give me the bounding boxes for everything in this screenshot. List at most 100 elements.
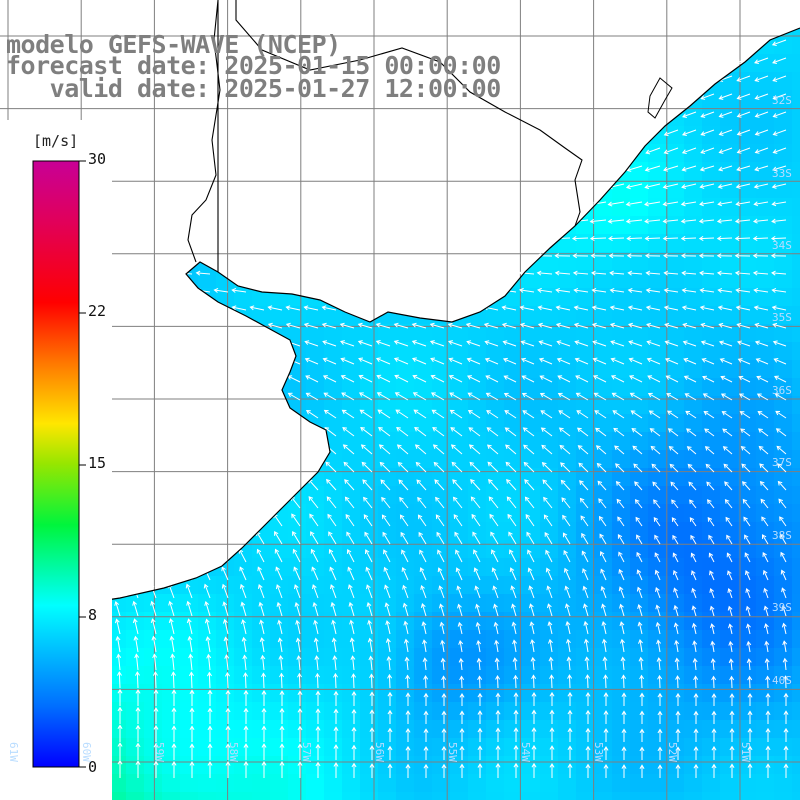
field-cell — [450, 630, 469, 649]
field-cell — [360, 720, 379, 739]
wind-arrow — [681, 237, 697, 240]
wind-arrow — [773, 147, 787, 154]
field-cell — [630, 378, 649, 397]
field-cell — [486, 702, 505, 721]
field-cell — [414, 414, 433, 433]
wind-arrow — [705, 446, 715, 455]
lat-label: 32S — [772, 94, 792, 107]
field-cell — [702, 432, 721, 451]
field-cell — [360, 666, 379, 685]
wind-arrow — [650, 446, 661, 455]
wind-arrow-head — [607, 184, 613, 190]
wind-arrow-head — [719, 358, 725, 363]
wind-arrow-head — [339, 322, 345, 328]
field-cell — [756, 324, 775, 343]
wind-arrow — [772, 39, 787, 46]
wind-arrow-head — [520, 340, 526, 345]
field-cell — [468, 612, 487, 631]
field-cell — [342, 756, 361, 775]
field-cell — [324, 594, 343, 613]
field-cell — [792, 216, 800, 235]
wind-arrow — [432, 409, 445, 419]
field-cell — [180, 720, 199, 739]
wind-arrow-head — [683, 357, 689, 363]
field-cell — [774, 216, 793, 235]
wind-arrow-head — [554, 270, 560, 276]
field-cell — [774, 594, 793, 613]
wind-arrow — [341, 358, 355, 365]
field-cell — [306, 504, 325, 523]
field-cell — [486, 324, 505, 343]
field-cell — [612, 234, 631, 253]
field-cell — [720, 792, 739, 800]
field-cell — [558, 252, 577, 271]
field-cell — [702, 648, 721, 667]
wind-arrow — [486, 410, 499, 419]
wind-arrow — [646, 323, 661, 329]
field-cell — [720, 612, 739, 631]
field-cell — [684, 576, 703, 595]
field-cell — [576, 522, 595, 541]
field-cell — [288, 522, 307, 541]
field-cell — [450, 720, 469, 739]
wind-arrow — [539, 341, 553, 347]
wind-arrow — [414, 427, 427, 437]
field-cell — [558, 630, 577, 649]
field-cell — [630, 576, 649, 595]
field-cell — [486, 504, 505, 523]
wind-arrow — [741, 446, 751, 455]
field-cell — [738, 684, 757, 703]
wind-arrow-head — [771, 218, 776, 224]
field-cell — [666, 324, 685, 343]
field-cell — [432, 594, 451, 613]
wind-arrow-head — [503, 392, 509, 398]
field-cell — [270, 558, 289, 577]
wind-arrow-head — [647, 375, 653, 380]
wind-arrow-head — [360, 444, 366, 449]
field-cell — [558, 378, 577, 397]
field-cell — [414, 594, 433, 613]
field-cell — [756, 396, 775, 415]
field-cell — [774, 360, 793, 379]
wind-arrow — [537, 289, 553, 293]
field-cell — [504, 288, 523, 307]
field-cell — [630, 666, 649, 685]
field-cell — [648, 414, 667, 433]
field-cell — [270, 576, 289, 595]
field-cell — [450, 360, 469, 379]
field-cell — [468, 666, 487, 685]
wind-arrow-head — [718, 113, 724, 118]
wind-arrow-head — [485, 392, 491, 398]
field-cell — [756, 108, 775, 127]
wind-arrow-head — [325, 461, 331, 467]
wind-arrow-head — [772, 340, 778, 346]
field-cell — [630, 738, 649, 757]
field-cell — [684, 216, 703, 235]
field-cell — [594, 450, 613, 469]
wind-arrow — [687, 446, 697, 455]
wind-arrow-head — [467, 392, 473, 397]
wind-arrow — [604, 675, 607, 689]
field-cell — [522, 756, 541, 775]
field-cell — [180, 756, 199, 775]
field-cell — [540, 648, 559, 667]
field-cell — [504, 414, 523, 433]
wind-arrow — [719, 111, 733, 118]
wind-arrow-head — [411, 357, 417, 363]
field-cell — [774, 126, 793, 145]
wind-arrow-head — [571, 218, 577, 224]
wind-arrow-head — [503, 375, 509, 380]
field-cell — [540, 594, 559, 613]
wind-arrow — [342, 427, 355, 437]
field-cell — [756, 612, 775, 631]
lon-label: 55W — [446, 742, 459, 762]
field-cell — [630, 774, 649, 793]
wind-arrow — [514, 675, 517, 689]
lon-label: 57W — [300, 742, 313, 762]
field-cell — [648, 234, 667, 253]
field-cell — [414, 702, 433, 721]
wind-arrow — [590, 219, 607, 223]
field-cell — [396, 774, 415, 793]
field-cell — [396, 630, 415, 649]
wind-arrow-head — [414, 444, 420, 449]
